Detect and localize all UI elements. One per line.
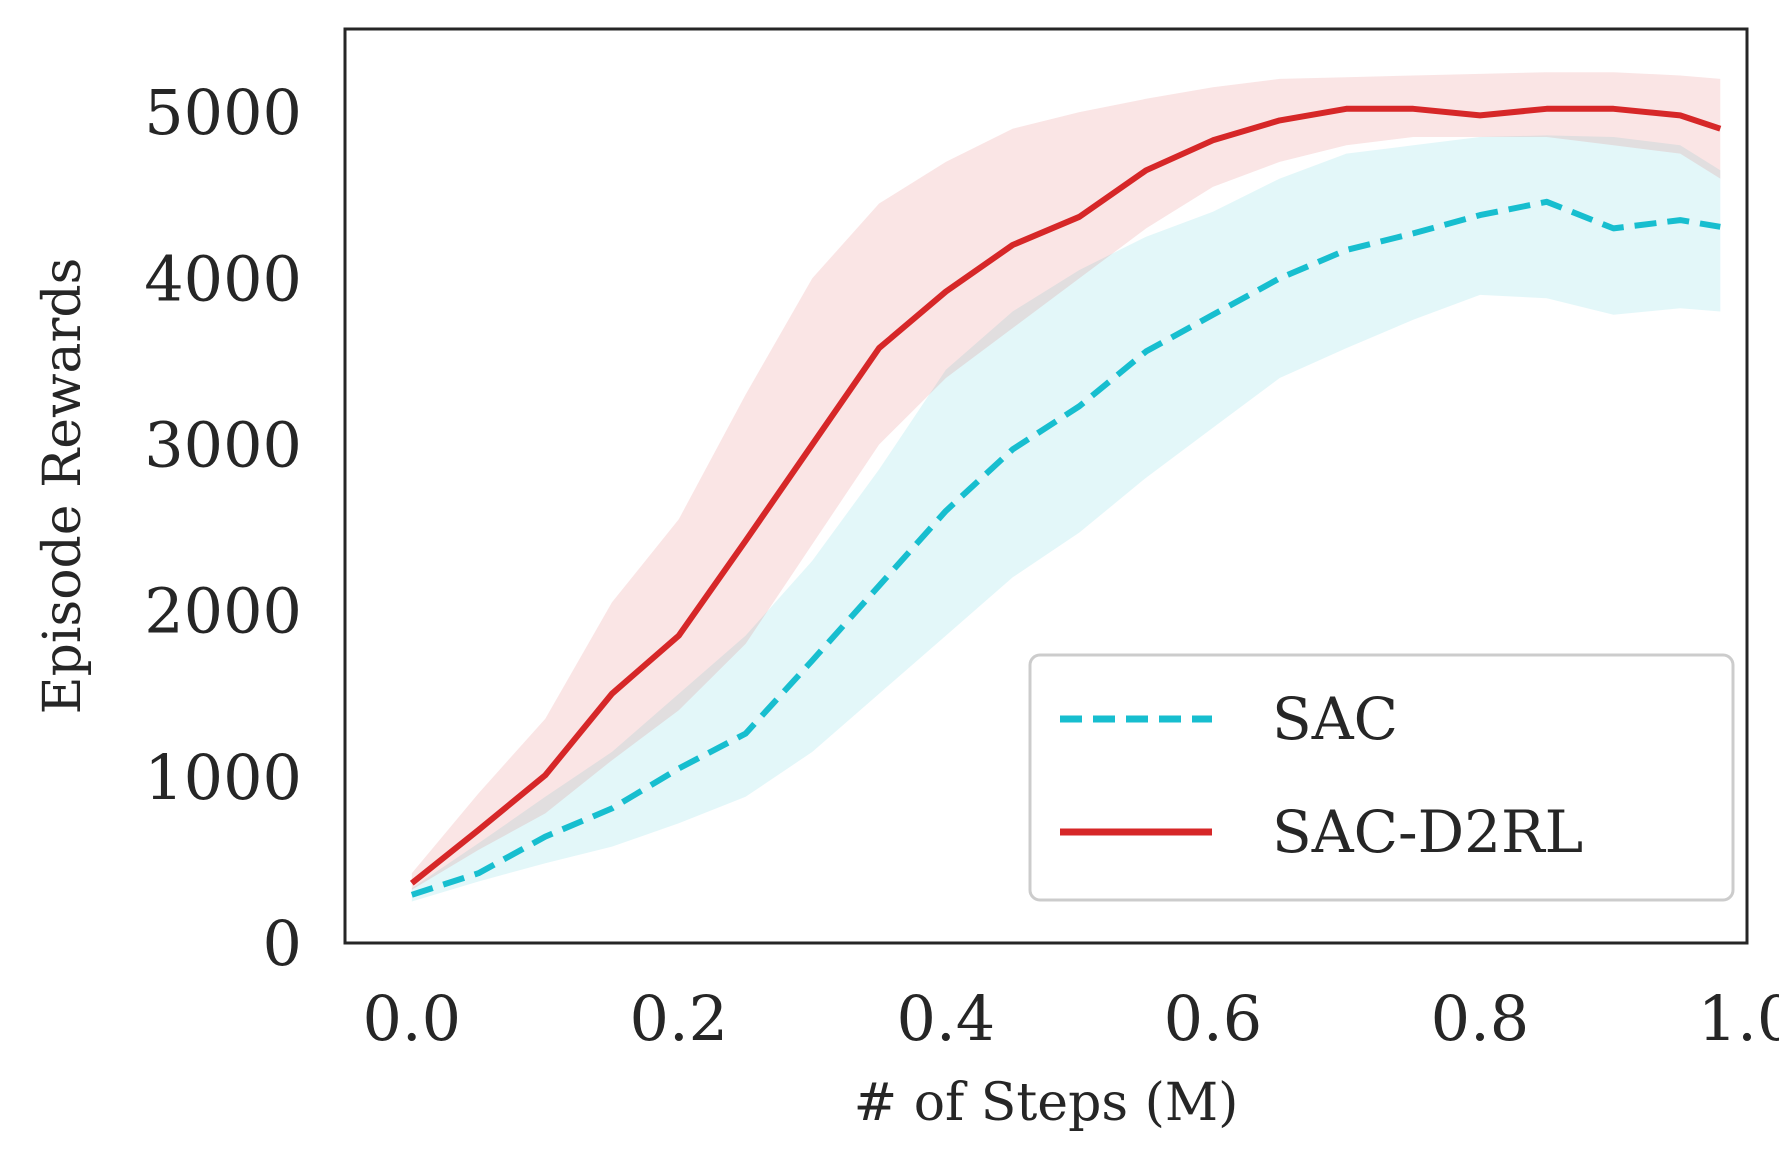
y-tick-label: 3000	[144, 408, 302, 481]
x-axis-ticks: 0.0 0.2 0.4 0.6 0.8 1.0	[362, 982, 1779, 1055]
series-lines	[409, 105, 1722, 898]
x-tick-label: 0.4	[897, 982, 996, 1055]
y-tick-label: 1000	[144, 741, 302, 814]
x-axis-label: # of Steps (M)	[854, 1073, 1239, 1133]
y-tick-label: 0	[263, 907, 302, 980]
line-sac	[410, 198, 1721, 898]
confidence-bands	[411, 72, 1721, 902]
x-tick-label: 1.0	[1698, 982, 1779, 1055]
band-sac-d2rl	[411, 72, 1721, 890]
x-tick-label: 0.6	[1164, 982, 1263, 1055]
y-tick-label: 2000	[144, 575, 302, 648]
x-tick-label: 0.8	[1431, 982, 1530, 1055]
y-axis-ticks: 0 1000 2000 3000 4000 5000	[144, 76, 302, 980]
y-axis-label: Episode Rewards	[33, 258, 93, 715]
legend: SAC SAC-D2RL	[1028, 653, 1735, 902]
legend-label-sac: SAC	[1272, 685, 1398, 753]
plot-frame	[343, 27, 1749, 945]
x-tick-label: 0.2	[630, 982, 729, 1055]
x-tick-label: 0.0	[362, 982, 461, 1055]
y-tick-label: 5000	[144, 76, 302, 149]
band-sac	[411, 135, 1721, 902]
y-tick-label: 4000	[144, 242, 302, 315]
line-sac-d2rl	[409, 105, 1722, 886]
legend-label-sac-d2rl: SAC-D2RL	[1272, 798, 1583, 866]
